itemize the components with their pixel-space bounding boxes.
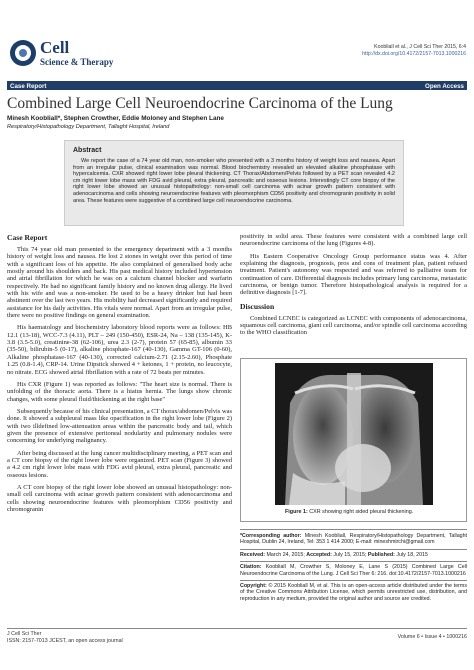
figure-frame: Figure 1: CXR showing right sided pleura… <box>240 358 467 522</box>
paragraph: Combined LCNEC is categorized as LCNEC w… <box>240 314 467 337</box>
affiliation: Respiratory/Histopathology Department, T… <box>7 124 170 130</box>
meta-label: Copyright: <box>240 583 267 590</box>
left-column: Case Report This 74 year old man present… <box>7 233 232 621</box>
paragraph: positivity in solid area. These features… <box>240 233 467 248</box>
divider <box>240 529 467 530</box>
abstract-heading: Abstract <box>73 147 102 154</box>
article-title: Combined Large Cell Neuroendocrine Carci… <box>7 95 393 112</box>
meta-label: Published: <box>367 551 395 558</box>
article-meta: *Corresponding author: Minesh Koobliall,… <box>240 533 467 602</box>
journal-subtitle: Science & Therapy <box>40 57 114 67</box>
paragraph: His haematology and biochemistry laborat… <box>7 324 232 376</box>
meta-label: *Corresponding author: <box>240 533 302 539</box>
abstract-box: Abstract We report the case of a 74 year… <box>64 140 404 226</box>
footer-journal: J Cell Sci Ther <box>7 631 42 637</box>
meta-text: Koobliall M, Crowther S, Moloney E, Lane… <box>240 564 467 577</box>
article-type: Case Report <box>10 82 47 90</box>
paragraph: After being discussed at the lung cancer… <box>7 449 232 479</box>
paragraph: Subsequently because of his clinical pre… <box>7 407 232 445</box>
figure-label: Figure 1: <box>285 509 308 515</box>
meta-text: July 15, 2015; <box>333 551 367 558</box>
section-heading: Case Report <box>7 233 48 242</box>
meta-label: Citation: <box>240 564 262 571</box>
corresponding-author: *Corresponding author: Minesh Koobliall,… <box>240 533 467 546</box>
meta-text: July 18, 2015 <box>396 551 428 558</box>
access-label: Open Access <box>425 82 464 90</box>
right-column: positivity in solid area. These features… <box>240 233 467 355</box>
doi-link[interactable]: http://dx.doi.org/10.4172/2157-7013.1000… <box>362 51 466 57</box>
paragraph: His Eastern Cooperative Oncology Group p… <box>240 252 467 297</box>
paragraph: A CT core biopsy of the right lower lobe… <box>7 483 232 513</box>
meta-text: © 2015 Koobliall M, et al. This is an op… <box>240 583 467 602</box>
figure-caption: Figure 1: CXR showing right sided pleura… <box>285 509 413 515</box>
meta-label: Received: <box>240 551 266 558</box>
dates: Received: March 24, 2015; Accepted: July… <box>240 552 467 558</box>
footer-rule <box>7 628 467 629</box>
paragraph: His CXR (Figure 1) was reported as follo… <box>7 380 232 403</box>
paragraph: This 74 year old man presented to the em… <box>7 246 232 320</box>
citation: Citation: Koobliall M, Crowther S, Molon… <box>240 564 467 577</box>
abstract-text: We report the case of a 74 year old man,… <box>73 158 395 204</box>
copyright: Copyright: © 2015 Koobliall M, et al. Th… <box>240 583 467 602</box>
figure-caption-text: CXR showing right sided pleural thickeni… <box>309 509 414 515</box>
xray-image <box>275 363 433 505</box>
journal-logo-icon <box>10 40 36 66</box>
article-type-bar: Case Report Open Access <box>7 81 467 90</box>
section-heading: Discussion <box>240 301 275 311</box>
meta-label: Accepted: <box>306 551 332 558</box>
meta-text: March 24, 2015; <box>266 551 305 558</box>
meta-text: Minesh Koobliall, Respiratory/Histopatho… <box>240 533 467 546</box>
citation-line: Koobliall et al., J Cell Sci Ther 2015, … <box>374 44 466 50</box>
authors: Minesh Koobliall*, Stephen Crowther, Edd… <box>7 115 224 122</box>
footer-volume: Volume 6 • Issue 4 • 1000216 <box>397 634 467 640</box>
journal-name: Cell <box>40 38 70 57</box>
footer-issn: ISSN: 2157-7013 JCEST, an open access jo… <box>7 638 123 644</box>
